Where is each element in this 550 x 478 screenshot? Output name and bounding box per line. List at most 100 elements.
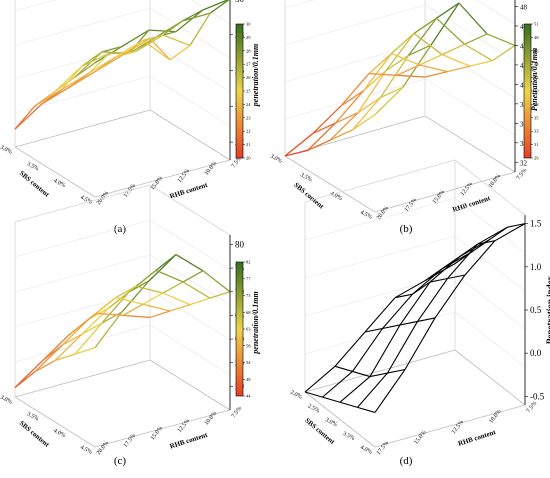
surface-mesh-line (329, 129, 353, 141)
x-tick-label: 3.0% (324, 417, 338, 428)
surface-mesh-line (379, 55, 410, 98)
x-tick-label: 3.5% (26, 161, 40, 172)
surface-mesh-line (135, 34, 164, 52)
surface-mesh-line (454, 251, 473, 265)
surface-mesh-line (61, 333, 83, 346)
z-tick-label: 1.5 (530, 219, 542, 229)
y-tick-label: 10.0% (204, 161, 218, 177)
colorbar-tick-label: 23 (246, 115, 251, 120)
surface-mesh-line (95, 312, 124, 317)
surface-mesh-line (408, 44, 432, 57)
surface-mesh-line (417, 317, 436, 322)
surface-mesh-line (74, 347, 96, 355)
surface-mesh-line (312, 105, 342, 134)
wall-grid (14, 324, 151, 363)
colorbar (523, 23, 532, 159)
surface-mesh-line (368, 72, 398, 76)
surface-mesh-line (68, 70, 97, 89)
surface-mesh-line (464, 43, 493, 62)
colorbar-tick-label: 49 (246, 377, 251, 382)
surface-mesh-line (95, 296, 117, 314)
surface-mesh-line (394, 280, 426, 299)
surface-mesh-line (304, 365, 336, 393)
panel-label: (a) (114, 223, 127, 235)
x-tick-label: 4.0% (52, 428, 66, 439)
x-tick-label: 4.5% (79, 445, 93, 456)
panel-c: 3.0% 3.5% 4.0% 4.5% SBS content 7.5% 10.0% 12.5… (0, 184, 260, 467)
surface-mesh-line (209, 291, 231, 299)
surface-mesh-line (307, 139, 331, 152)
wall-grid (149, 219, 231, 271)
floor-edge (284, 115, 426, 157)
surface-mesh-line (335, 112, 359, 124)
wall-grid (424, 41, 516, 99)
colorbar-tick-label: 25 (246, 89, 251, 94)
x-axis-label: SBS content (18, 169, 52, 199)
surface-mesh-line (419, 54, 443, 66)
surface-mesh-line (81, 51, 103, 67)
surface-mesh-line (412, 268, 443, 295)
surface-mesh-line (340, 73, 370, 107)
surface-mesh-line (189, 12, 211, 46)
colorbar-tick-label: 40 (534, 89, 539, 94)
wall-edge (14, 184, 151, 223)
surface-mesh-line (464, 240, 496, 276)
surface-mesh-line (162, 281, 184, 294)
surface-mesh-line (399, 281, 431, 326)
surface-mesh-line (162, 34, 191, 47)
surface-mesh-line (334, 331, 366, 367)
x-tick-label: 4.5% (79, 195, 93, 206)
x-tick-label: 3.5% (299, 172, 313, 183)
surface-mesh-line (357, 96, 381, 114)
surface-mesh-line (369, 324, 401, 377)
surface-mesh-line (122, 314, 151, 319)
surface-mesh-line (329, 112, 359, 141)
surface-mesh-line (101, 291, 130, 324)
y-axis-label: RHB content (457, 428, 497, 448)
x-tick-label: 2.0% (289, 390, 303, 401)
colorbar-tick-label: 82 (246, 260, 251, 265)
wall-edge (149, 184, 231, 236)
surface-mesh-line (385, 33, 415, 72)
surface-mesh-line (312, 122, 336, 134)
surface-mesh-line (115, 285, 137, 299)
surface-mesh-line (357, 372, 388, 408)
surface-mesh-line (334, 365, 353, 372)
floor-edge (94, 159, 231, 198)
x-tick-label: 3.5% (342, 431, 356, 442)
surface-mesh-line (441, 43, 465, 56)
surface-mesh-line (88, 52, 110, 74)
surface-mesh-line (304, 391, 323, 398)
surface-mesh-line (424, 263, 456, 282)
surface-mesh-line (142, 39, 171, 61)
surface-mesh-line (399, 320, 418, 326)
surface-mesh-line (469, 60, 493, 67)
surface-mesh-line (81, 307, 110, 335)
surface-mesh-line (122, 37, 151, 56)
surface-mesh-line (61, 65, 83, 90)
z-tick-label: -0.5 (530, 391, 545, 401)
colorbar (235, 261, 244, 397)
wall-grid (475, 0, 516, 25)
surface-mesh-line (74, 322, 103, 355)
surface-mesh-line (115, 50, 137, 58)
surface-mesh-line (339, 401, 358, 408)
colorbar-tick-label: 54 (246, 360, 251, 365)
surface-mesh-line (357, 406, 376, 413)
floor-edge (149, 359, 231, 411)
wall-grid (284, 78, 426, 120)
colorbar-tick-label: 58 (246, 343, 251, 348)
surface-mesh-line (352, 328, 383, 372)
surface-mesh-line (121, 29, 150, 47)
surface-mesh-line (492, 44, 516, 62)
surface-mesh-line (169, 303, 191, 312)
surface-mesh-line (413, 32, 443, 56)
panel-label: (d) (400, 455, 413, 467)
wall-grid (14, 0, 57, 12)
surface-mesh-line (380, 86, 404, 99)
surface-mesh-line (447, 274, 466, 280)
surface-mesh-line (436, 17, 465, 45)
surface-mesh-line (322, 371, 353, 398)
surface-mesh-line (149, 310, 171, 319)
